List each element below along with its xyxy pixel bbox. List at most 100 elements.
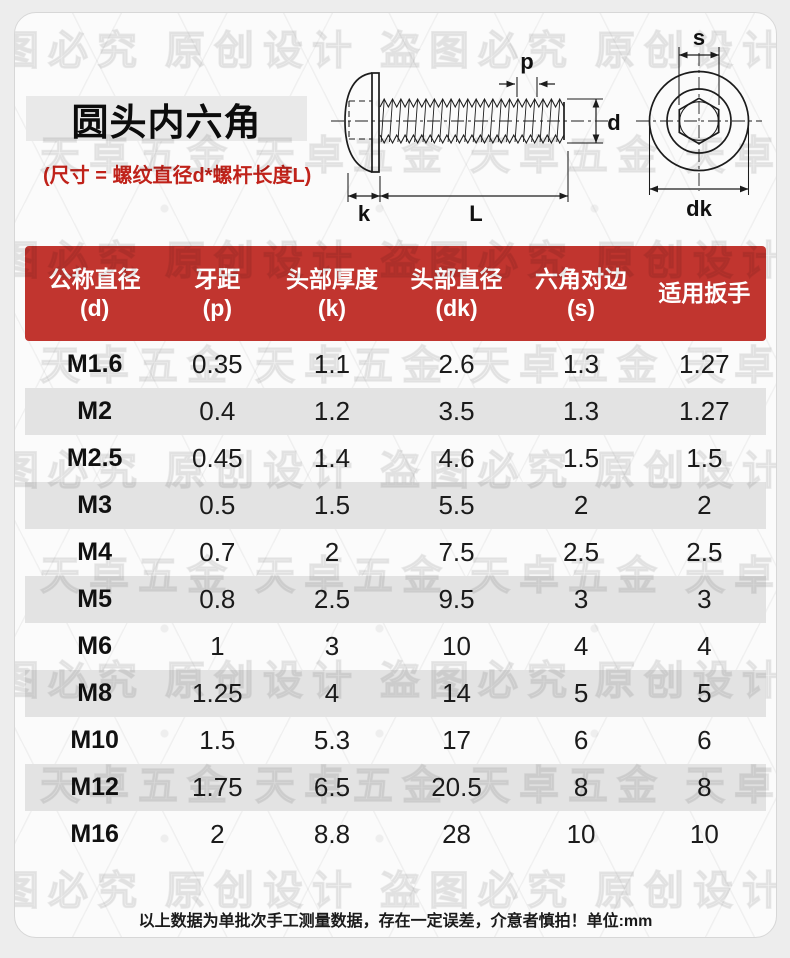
spec-cell: 1.5 [199, 725, 236, 755]
spec-cell: 2.5 [562, 537, 600, 567]
head-height-extension-lines [347, 173, 381, 202]
spec-cell: 0.8 [199, 584, 236, 614]
head-height-label: k [358, 201, 371, 226]
spec-cell: 4.6 [438, 443, 475, 473]
spec-cell: 3.5 [438, 396, 475, 426]
spec-cell: 2 [573, 490, 589, 520]
crosshair-centerlines [636, 53, 762, 191]
head-dia-extension-lines [648, 125, 750, 195]
pitch-label: p [520, 49, 533, 74]
spec-cell: 3 [324, 631, 340, 661]
spec-cell: 6 [697, 725, 712, 755]
spec-cell: 6.5 [313, 772, 351, 802]
spec-cell: 2.6 [438, 349, 475, 379]
spec-cell: 1.27 [679, 349, 730, 379]
diameter-label: d [607, 110, 620, 135]
spec-cell: 10 [442, 631, 471, 661]
column-header: 头部直径 (dk) [410, 265, 503, 321]
spec-cell: 4 [573, 631, 589, 661]
length-label: L [469, 201, 482, 226]
spec-cell: 5.5 [438, 490, 475, 520]
spec-cell: 1.25 [192, 678, 243, 708]
size-cell: M6 [77, 632, 113, 660]
product-card: 盗图必究原创设计盗图必究原创设计盗图必究天卓五金天卓五金天卓五金天卓五金盗图必究… [14, 12, 777, 938]
spec-cell: 5.3 [313, 725, 351, 755]
spec-cell: 4 [697, 631, 712, 661]
spec-cell: 5 [573, 678, 589, 708]
spec-cell: 1.27 [679, 396, 730, 426]
column-header: 六角对边 (s) [535, 265, 628, 321]
spec-cell: 6 [573, 725, 589, 755]
spec-cell: 0.4 [199, 396, 236, 426]
head-face [371, 72, 380, 173]
spec-cell: 3 [573, 584, 589, 614]
spec-cell: 10 [689, 819, 719, 849]
spec-cell: 8.8 [313, 819, 351, 849]
spec-cell: 2 [324, 537, 340, 567]
column-header: 牙距 (p) [194, 265, 241, 321]
hex-socket [678, 97, 720, 145]
table-row: M2 0.4 1.2 3.5 1.3 1.27 [25, 388, 766, 435]
footer-note: 以上数据为单批次手工测量数据，存在一定误差，介意者慎拍！单位:mm [138, 913, 653, 930]
table-row: M8 1.25 4 14 5 5 [25, 670, 766, 717]
spec-cell: 8 [697, 772, 712, 802]
spec-cell: 1.3 [562, 349, 600, 379]
column-header: 头部厚度 (k) [285, 265, 378, 321]
spec-cell: 7.5 [438, 537, 475, 567]
spec-cell: 4 [324, 678, 340, 708]
spec-cell: 10 [566, 819, 596, 849]
spec-cell: 0.5 [199, 490, 236, 520]
spec-cell: 2.5 [686, 537, 723, 567]
table-row: M3 0.5 1.5 5.5 2 2 [25, 482, 766, 529]
spec-cell: 1.4 [313, 443, 351, 473]
spec-cell: 9.5 [438, 584, 475, 614]
size-formula-note: (尺寸 = 螺纹直径d*螺杆长度L) [43, 165, 312, 187]
socket-root-circle [679, 101, 719, 141]
spec-cell: 1.1 [313, 349, 351, 379]
table-row: M1.6 0.35 1.1 2.6 1.3 1.27 [25, 341, 766, 388]
spec-cell: 3 [697, 584, 712, 614]
spec-cell: 2 [210, 819, 225, 849]
spec-table: 公称直径 (d) 牙距 (p) 头部厚度 (k) 头部直径 (dk) 六角对边 (s) 适用扳手 M… [25, 246, 766, 858]
spec-cell: 0.7 [199, 537, 236, 567]
spec-cell: 1.5 [562, 443, 600, 473]
screw-end-view: s dk [636, 25, 762, 221]
spec-cell: 20.5 [431, 772, 482, 802]
spec-cell: 1.3 [562, 396, 600, 426]
size-cell: M4 [77, 538, 113, 566]
spec-cell: 1.2 [313, 396, 351, 426]
size-cell: M10 [70, 726, 119, 754]
table-header: 公称直径 (d) 牙距 (p) 头部厚度 (k) 头部直径 (dk) 六角对边 (s) 适用扳手 [25, 246, 766, 341]
spec-cell: 1.5 [313, 490, 351, 520]
product-title-bar: 圆头内六角 [26, 96, 307, 143]
column-header: 适用扳手 [658, 280, 751, 306]
column-header: 公称直径 (d) [48, 265, 141, 321]
table-row: M4 0.7 2 7.5 2.5 2.5 [25, 529, 766, 576]
size-cell: M2.5 [66, 444, 123, 472]
spec-cell: 5 [697, 678, 712, 708]
size-cell: M8 [77, 679, 113, 707]
table-row: M2.5 0.45 1.4 4.6 1.5 1.5 [25, 435, 766, 482]
spec-cell: 14 [442, 678, 471, 708]
size-cell: M3 [77, 491, 113, 519]
table-row: M6 1 3 10 4 4 [25, 623, 766, 670]
head-outer-circle [648, 70, 750, 172]
pitch-extension-lines [516, 77, 538, 97]
spec-cell: 1.75 [192, 772, 243, 802]
size-cell: M1.6 [66, 350, 123, 378]
technical-drawing: p d k L s [331, 25, 762, 226]
thread-bottom-profile [379, 133, 565, 145]
size-cell: M2 [77, 397, 113, 425]
product-title: 圆头内六角 [71, 101, 262, 143]
thread-flanks [380, 99, 561, 143]
button-head-dome [344, 72, 373, 173]
size-cell: M5 [77, 585, 113, 613]
screw-side-view: p d k L [331, 49, 621, 226]
head-dia-label: dk [686, 196, 712, 221]
spec-cell: 1.5 [686, 443, 723, 473]
spec-cell: 2.5 [313, 584, 351, 614]
table-row: M10 1.5 5.3 17 6 6 [25, 717, 766, 764]
size-cell: M16 [70, 820, 119, 848]
head-inner-circle [666, 88, 732, 154]
